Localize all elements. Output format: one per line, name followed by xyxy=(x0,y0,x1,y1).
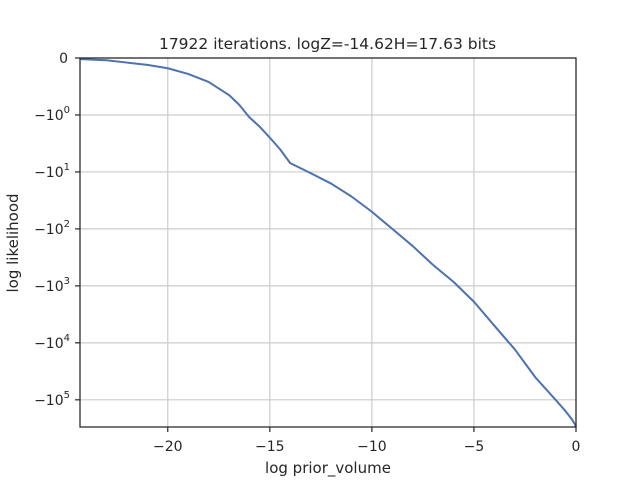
y-axis-label: log likelihood xyxy=(4,193,22,292)
grid xyxy=(80,57,577,427)
x-axis-label: log prior_volume xyxy=(265,459,391,478)
x-axis-ticks: −20 −15 −10 −5 0 xyxy=(153,427,580,455)
y-axis-ticks: 0 −100 −101 −102 −103 −104 −105 xyxy=(34,51,80,409)
x-tick-label: −20 xyxy=(153,439,183,455)
x-tick-label: −10 xyxy=(357,439,387,455)
series-line xyxy=(79,58,577,428)
y-tick-label: −100 xyxy=(34,105,70,124)
y-tick-label: −101 xyxy=(34,162,70,181)
y-tick-label: −104 xyxy=(34,333,70,352)
y-tick-label: −105 xyxy=(34,390,70,409)
series-layer xyxy=(79,58,577,428)
plot-frame xyxy=(79,57,577,428)
x-tick-label: −5 xyxy=(464,439,485,455)
x-tick-label: 0 xyxy=(572,439,581,455)
y-tick-label: 0 xyxy=(59,51,68,67)
x-tick-label: −15 xyxy=(255,439,285,455)
y-tick-label: −103 xyxy=(34,276,70,295)
chart-title: 17922 iterations. logZ=-14.62H=17.63 bit… xyxy=(159,35,496,53)
y-tick-label: −102 xyxy=(34,219,70,238)
